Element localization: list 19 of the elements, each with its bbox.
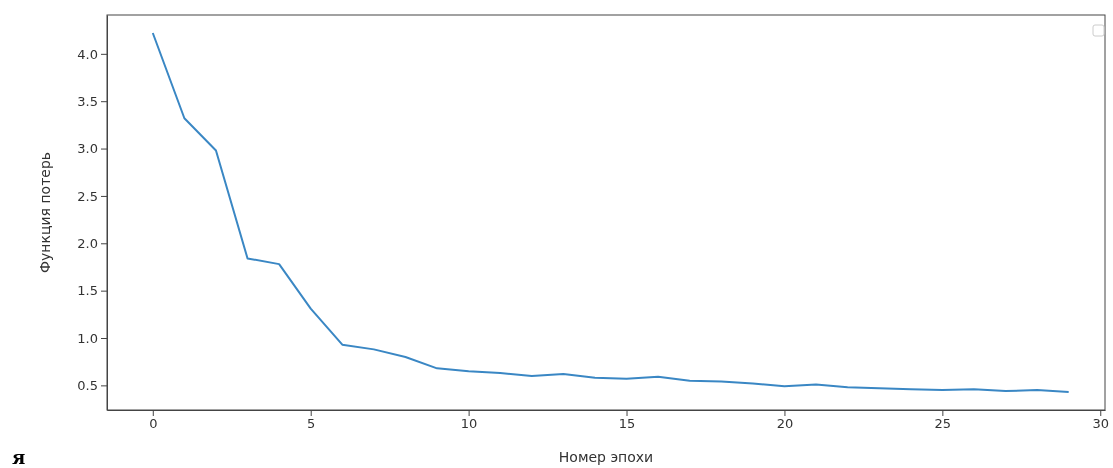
y-tick-label: 0.5 (77, 378, 98, 394)
y-tick-label: 1.0 (77, 330, 98, 346)
x-tick-label: 25 (934, 416, 952, 432)
y-tick-label: 3.0 (77, 141, 98, 157)
text: я (12, 447, 26, 468)
y-tick-label: 4.0 (77, 46, 98, 62)
x-tick-label: 15 (618, 416, 636, 432)
x-tick-label: 5 (307, 416, 316, 432)
x-tick-label: 30 (1092, 416, 1110, 432)
x-axis-title: Номер эпохи (558, 449, 654, 465)
x-tick-label: 10 (460, 416, 478, 432)
y-axis-title: Функция потерь (37, 151, 53, 274)
y-tick-label: 1.5 (77, 283, 98, 299)
line-series (151, 32, 1070, 393)
y-tick-label: 2.0 (77, 235, 98, 251)
x-tick-label: 0 (149, 416, 158, 432)
y-tick-label: 2.5 (77, 188, 98, 204)
y-tick-label: 3.5 (77, 93, 98, 109)
x-tick-label: 20 (776, 416, 794, 432)
